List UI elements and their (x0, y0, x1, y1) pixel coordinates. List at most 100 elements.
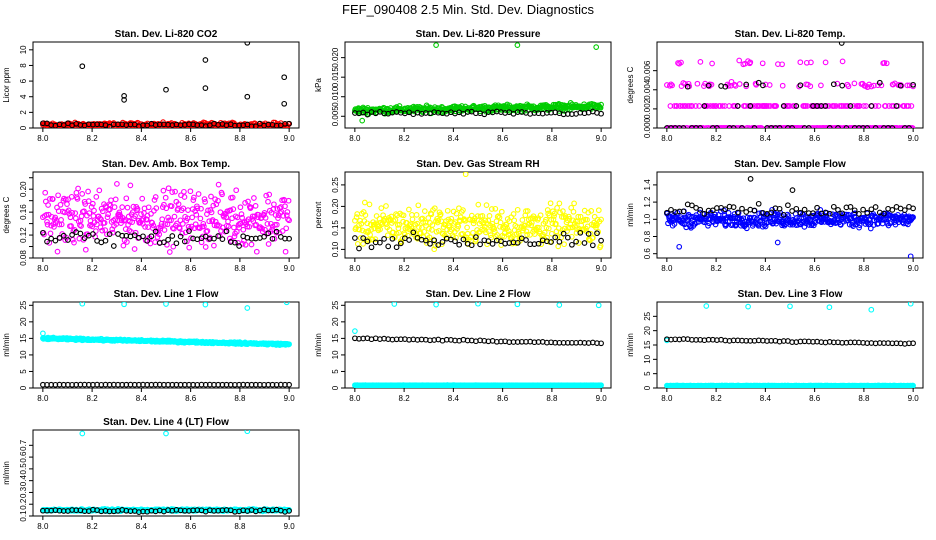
data-point-bulk (120, 242, 127, 249)
data-point-bulk (678, 59, 684, 66)
data-point-bulk (81, 208, 87, 215)
x-tick-label: 8.2 (87, 264, 99, 273)
data-point-bulk (158, 223, 164, 230)
data-point-reference (381, 236, 387, 242)
data-point-bulk (248, 241, 255, 248)
data-point-bulk (496, 214, 503, 221)
data-point-bulk (191, 194, 197, 201)
y-axis-label: ml/min (626, 333, 635, 357)
y-tick-label: 20 (331, 317, 340, 326)
data-point-reference (44, 238, 50, 245)
data-point-bulk (787, 303, 793, 310)
data-point-bulk (460, 207, 466, 213)
data-point-reference (851, 207, 858, 214)
data-point-bulk (119, 204, 126, 210)
data-point-bulk (392, 217, 399, 223)
data-point-bulk (548, 230, 555, 237)
x-tick-label: 8.6 (809, 264, 821, 273)
x-tick-label: 8.2 (87, 394, 99, 403)
data-point-reference (730, 204, 737, 210)
data-point-bulk (122, 217, 128, 223)
data-point-bulk (728, 78, 735, 85)
data-point-bulk (142, 224, 148, 230)
data-point-reference (377, 239, 383, 246)
data-point-bulk (453, 234, 459, 241)
data-point-bulk (105, 211, 111, 218)
data-point-bulk (91, 207, 97, 214)
points (40, 430, 292, 515)
data-point-bulk (483, 202, 490, 208)
data-point-reference (552, 234, 559, 241)
data-point-bulk (669, 82, 675, 89)
data-point-bulk (909, 125, 916, 128)
data-point-reference (889, 207, 896, 213)
data-point-bulk (42, 189, 49, 196)
data-point-reference (281, 100, 288, 107)
plot-frame (32, 41, 300, 129)
data-point-bulk (78, 223, 84, 229)
x-tick-label: 8.6 (497, 134, 509, 143)
data-point-reference (169, 233, 176, 239)
data-point-reference (743, 81, 750, 88)
data-point-bulk (547, 200, 554, 207)
data-point-bulk (384, 232, 391, 239)
data-point-bulk (285, 197, 292, 204)
points (40, 181, 292, 255)
y-axis-label: ml/min (314, 333, 323, 357)
data-point-bulk (162, 221, 168, 227)
data-point-reference (573, 238, 579, 245)
data-point-bulk (899, 125, 906, 128)
y-tick-label: 15 (19, 333, 28, 342)
data-point-bulk (791, 103, 798, 109)
data-point-bulk (184, 238, 190, 245)
data-point-bulk (193, 211, 200, 218)
data-point-bulk (584, 216, 590, 223)
data-point-reference (664, 209, 670, 216)
x-tick-label: 8.2 (711, 134, 723, 143)
data-point-bulk (910, 214, 916, 221)
chart-panel-4: Stan. Dev. Amb. Box Temp.degrees C8.0 8.2… (2, 159, 300, 273)
y-tick-label: 0.020 (331, 47, 340, 68)
data-point-bulk (494, 232, 500, 238)
data-point-bulk (571, 200, 577, 207)
data-point-bulk (881, 59, 888, 66)
data-point-bulk (68, 223, 74, 229)
data-point-bulk (860, 103, 867, 109)
data-point-bulk (55, 192, 61, 199)
data-point-bulk (109, 229, 116, 236)
y-tick-label: 0 (19, 125, 28, 130)
x-tick-label: 8.0 (37, 522, 49, 531)
data-point-bulk (824, 103, 831, 109)
data-point-bulk (172, 188, 178, 195)
data-point-bulk (837, 222, 844, 228)
data-point-bulk (189, 214, 196, 221)
data-point-reference (211, 235, 217, 242)
data-point-reference (102, 237, 109, 244)
data-point-bulk (85, 198, 92, 204)
points (352, 302, 604, 388)
data-point-reference (680, 125, 687, 128)
data-point-reference (730, 125, 737, 128)
data-point-reference (734, 209, 741, 216)
data-point-reference (780, 103, 787, 109)
data-point-bulk (99, 227, 106, 234)
data-point-reference (910, 205, 916, 212)
data-point-bulk (444, 207, 451, 214)
data-point-bulk (165, 214, 171, 221)
data-point-reference (219, 236, 226, 242)
data-point-bulk (704, 103, 711, 109)
data-point-bulk (591, 213, 598, 220)
data-point-bulk (561, 241, 567, 248)
data-point-bulk (171, 213, 178, 220)
data-point-bulk (736, 81, 743, 87)
data-point-bulk (435, 217, 442, 224)
data-point-reference (709, 207, 716, 214)
data-point-reference (431, 237, 438, 244)
data-point-bulk (140, 216, 147, 222)
data-point-bulk (201, 196, 208, 202)
data-point-reference (69, 232, 75, 238)
data-point-bulk (421, 228, 428, 235)
x-tick-label: 8.0 (37, 134, 49, 143)
x-tick-label: 8.0 (661, 394, 673, 403)
